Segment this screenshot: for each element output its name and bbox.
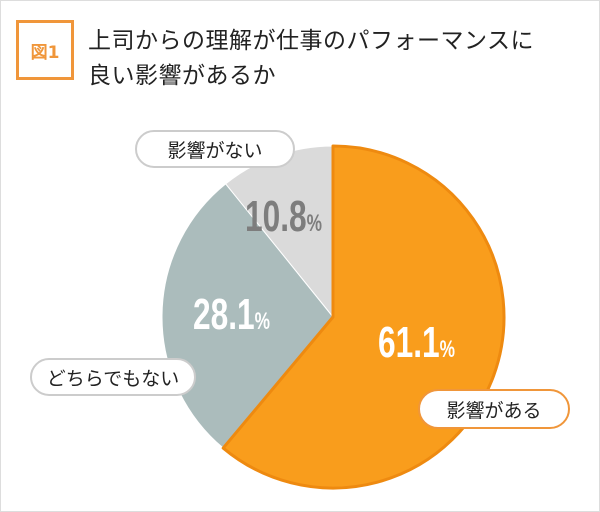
figure-label: 図1 xyxy=(16,20,74,80)
legend-label-positive: 影響がある xyxy=(418,389,570,429)
slice-neutral xyxy=(161,183,334,449)
title-line-2: 良い影響があるか xyxy=(88,63,276,89)
data-label-positive: 61.1% xyxy=(378,318,456,367)
data-label-neutral: 28.1% xyxy=(193,290,271,339)
legend-label-neutral: どちらでもない xyxy=(30,358,196,396)
legend-label-no-effect: 影響がない xyxy=(135,130,295,168)
chart-title: 上司からの理解が仕事のパフォーマンスに 良い影響があるか xyxy=(88,24,534,94)
title-line-1: 上司からの理解が仕事のパフォーマンスに xyxy=(88,28,535,54)
data-label-no-effect: 10.8% xyxy=(245,192,323,241)
